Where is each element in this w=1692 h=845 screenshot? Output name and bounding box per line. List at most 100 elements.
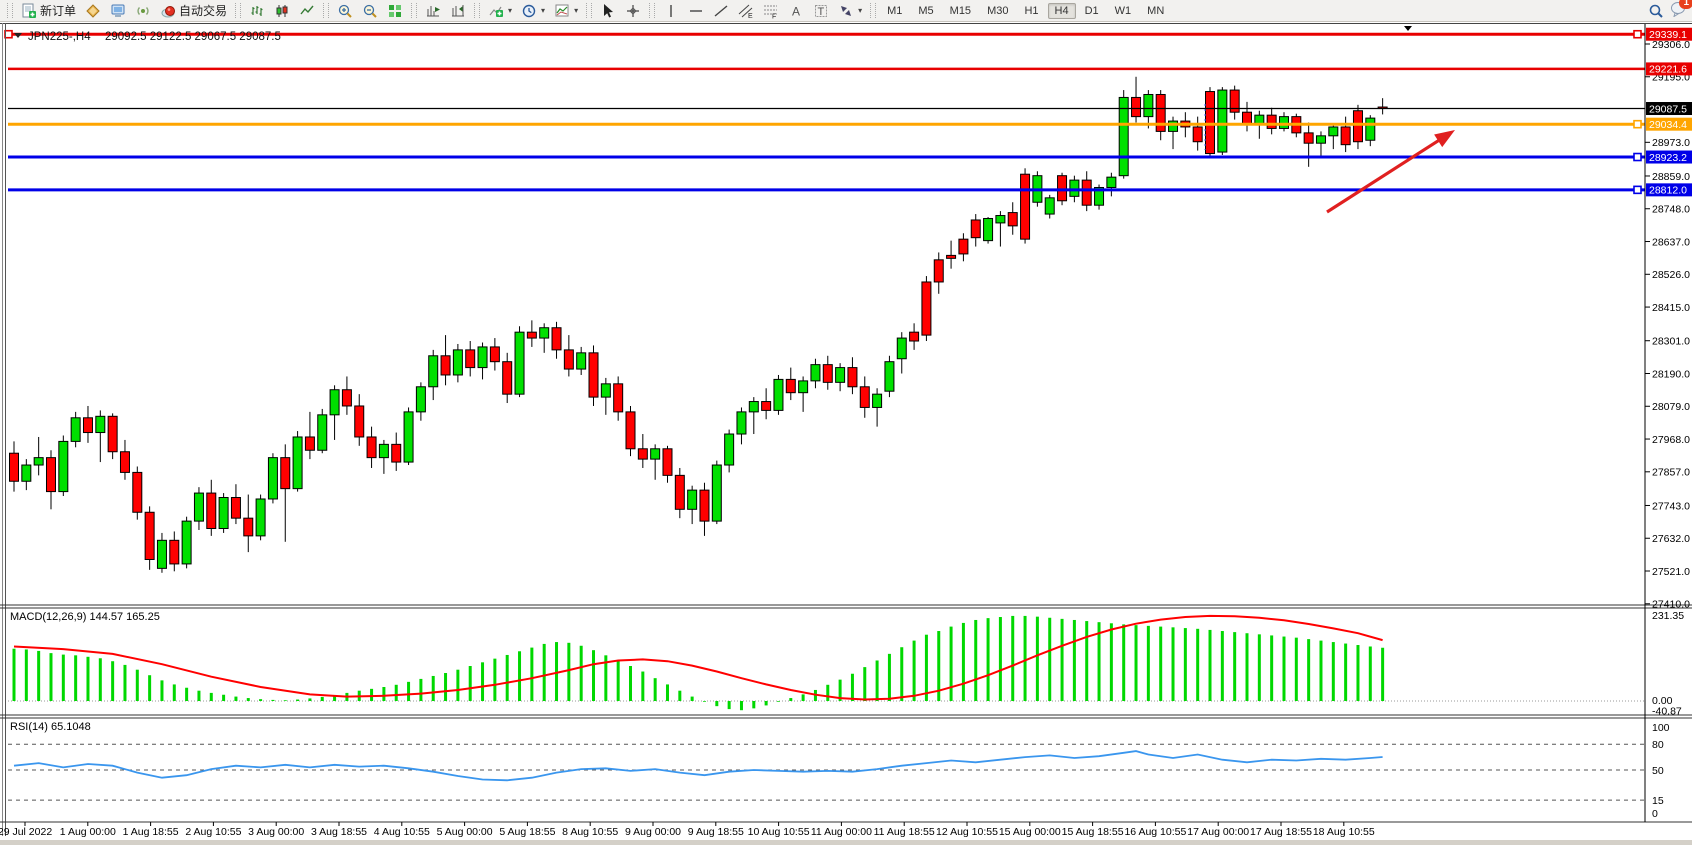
macd-bar: [1072, 619, 1076, 701]
one-click-trading-toggle[interactable]: [14, 33, 22, 38]
timeframe-button-mn[interactable]: MN: [1147, 4, 1165, 17]
line-handle[interactable]: [1633, 152, 1642, 162]
chart-shift-marker[interactable]: [1404, 26, 1412, 31]
macd-label: MACD(12,26,9) 144.57 165.25: [10, 611, 160, 623]
macd-bar: [629, 666, 632, 701]
terminal-icon: [110, 3, 126, 19]
macd-bar: [789, 698, 793, 701]
chat-button[interactable]: 1: [1670, 0, 1692, 20]
macd-bar: [135, 669, 139, 701]
time-axis-label: 5 Aug 18:55: [499, 826, 555, 838]
vertical-line-tool-button[interactable]: [659, 1, 683, 20]
line-chart-icon: [299, 3, 315, 19]
autotrade-button[interactable]: 自动交易: [156, 1, 231, 20]
text-tool-button[interactable]: A: [784, 1, 808, 20]
candle: [711, 460, 722, 525]
candle: [983, 217, 994, 244]
rsi-axis-label: 0: [1652, 808, 1658, 820]
horizontal-line-tool-button[interactable]: [684, 1, 708, 20]
macd-bar: [49, 653, 53, 701]
timeframe-button-m15[interactable]: M15: [949, 4, 972, 17]
time-axis-label: 17 Aug 00:00: [1187, 826, 1249, 838]
zoom-in-button[interactable]: [333, 1, 357, 20]
hline-29339.1[interactable]: [4, 29, 1645, 39]
trend-arrow-annotation[interactable]: [1326, 130, 1455, 214]
hline-28812.0[interactable]: [8, 185, 1645, 195]
market-watch-button[interactable]: [81, 1, 105, 20]
time-axis-label: 11 Aug 18:55: [874, 826, 935, 838]
timeframe-button-h4[interactable]: H4: [1047, 2, 1076, 19]
indicators-button[interactable]: ▾: [484, 1, 516, 20]
timeframe-group: M1 M5 M15 M30 H1 H4 D1 W1 MN: [880, 2, 1171, 19]
hline-29034.4[interactable]: [8, 119, 1645, 129]
periods-button[interactable]: ▾: [517, 1, 549, 20]
candle: [1131, 76, 1142, 123]
price-tick-label: 28526.0: [1652, 269, 1690, 281]
timeframe-button-w1[interactable]: W1: [1114, 4, 1132, 17]
toolbar-grip[interactable]: [870, 3, 877, 18]
timeframe-button-h1[interactable]: H1: [1024, 4, 1039, 17]
cursor-tool-button[interactable]: [596, 1, 620, 20]
macd-bar: [246, 698, 250, 701]
terminal-button[interactable]: [106, 1, 130, 20]
line-handle[interactable]: [1633, 119, 1642, 129]
templates-button[interactable]: ▾: [550, 1, 582, 20]
autotrade-label: 自动交易: [179, 4, 228, 18]
candle: [872, 388, 883, 427]
candle: [761, 388, 772, 420]
macd-bar: [863, 667, 867, 701]
timeframe-button-m30[interactable]: M30: [987, 4, 1009, 17]
crosshair-tool-button[interactable]: [621, 1, 645, 20]
timeframe-button-d1[interactable]: D1: [1084, 4, 1099, 17]
candle: [1278, 112, 1289, 132]
trendline-tool-button[interactable]: [709, 1, 733, 20]
toolbar-grip[interactable]: [235, 3, 242, 18]
line-handle[interactable]: [4, 29, 13, 39]
timeframe-button-m1[interactable]: M1: [887, 4, 903, 17]
chart-shift-button[interactable]: [446, 1, 470, 20]
candlestick-mode-button[interactable]: [270, 1, 294, 20]
toolbar-grip[interactable]: [411, 3, 418, 18]
macd-bar: [1023, 615, 1027, 701]
macd-bar: [111, 661, 115, 701]
toolbar-grip[interactable]: [474, 3, 481, 18]
candle: [1217, 87, 1228, 156]
price-tick-label: 27410.0: [1652, 599, 1690, 611]
line-chart-mode-button[interactable]: [295, 1, 319, 20]
text-label-icon: T: [813, 3, 829, 19]
toolbar-grip[interactable]: [7, 3, 13, 18]
macd-bar: [1356, 645, 1360, 701]
time-axis-label: 18 Aug 10:55: [1313, 826, 1375, 838]
macd-bar: [641, 671, 645, 701]
candle: [428, 349, 439, 401]
macd-bar: [197, 690, 201, 701]
price-tick-label: 28415.0: [1652, 302, 1690, 314]
text-label-tool-button[interactable]: T: [809, 1, 833, 20]
search-icon[interactable]: [1648, 3, 1664, 19]
timeframe-button-m5[interactable]: M5: [918, 4, 934, 17]
fibonacci-tool-button[interactable]: F: [759, 1, 783, 20]
time-axis-label: 12 Aug 10:55: [936, 826, 998, 838]
macd-bar: [998, 617, 1002, 701]
templates-dropdown-caret[interactable]: ▾: [574, 6, 579, 15]
arrows-dropdown-caret[interactable]: ▾: [858, 6, 863, 15]
channel-tool-button[interactable]: E: [734, 1, 758, 20]
indicators-dropdown-caret[interactable]: ▾: [508, 6, 513, 15]
toolbar-grip[interactable]: [323, 3, 330, 18]
tile-windows-button[interactable]: [383, 1, 407, 20]
periods-dropdown-caret[interactable]: ▾: [541, 6, 546, 15]
toolbar-grip[interactable]: [586, 3, 593, 18]
autotrade-icon: [160, 3, 176, 19]
line-handle[interactable]: [1633, 185, 1642, 195]
signal-button[interactable]: [131, 1, 155, 20]
new-order-button[interactable]: 新订单: [17, 1, 80, 20]
hline-28923.2[interactable]: [8, 152, 1645, 162]
auto-scroll-button[interactable]: [421, 1, 445, 20]
line-handle[interactable]: [1633, 29, 1642, 39]
candle: [280, 444, 291, 542]
bar-chart-mode-button[interactable]: [245, 1, 269, 20]
toolbar-grip[interactable]: [649, 3, 656, 18]
zoom-out-button[interactable]: [358, 1, 382, 20]
arrows-tool-button[interactable]: ▾: [834, 1, 866, 20]
